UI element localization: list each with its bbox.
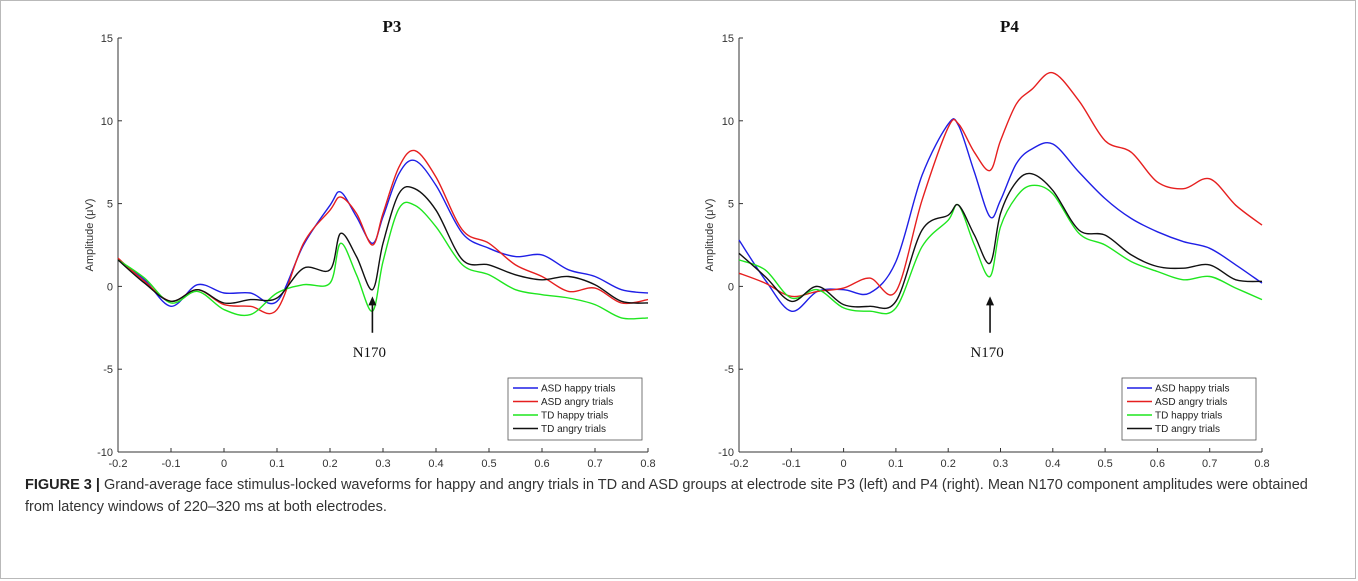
panel-p4: -0.2 -0.1 0 0.1 0.2 0.3 0.4 0.5 0.6 0.7 0.8 -10 -5 0 5… (704, 17, 1270, 470)
panel-p3-y-tick-label: 5 (107, 199, 113, 211)
panel-p4-x-tick-label: 0.5 (1097, 458, 1112, 470)
panel-p3-x-tick-label: 0.8 (640, 458, 655, 470)
panel-p4-legend-label: TD happy trials (1155, 411, 1222, 422)
figure-caption: FIGURE 3 | Grand-average face stimulus-l… (25, 474, 1335, 518)
panel-p3-legend: ASD happy trials ASD angry trials TD happy… (507, 377, 643, 441)
panel-p4-series-asd-happy-trials (738, 118, 1263, 312)
panel-p3-legend-label: TD happy trials (541, 411, 608, 422)
panel-p3-x-tick-label: -0.1 (162, 458, 181, 470)
panel-p3-x-tick-label: 0.1 (269, 458, 284, 470)
panel-p3-annotation-arrowhead (368, 296, 377, 306)
panel-p4-legend-label: ASD happy trials (1155, 384, 1229, 395)
panel-p3-x-tick-label: 0 (221, 458, 227, 470)
panel-p3-annotation-label: N170 (353, 345, 386, 361)
panel-p4-y-tick-label: 5 (728, 199, 734, 211)
panel-p3-y-axis-label: Amplitude (μV) (84, 199, 96, 272)
panel-p3-x-tick-label: 0.7 (587, 458, 602, 470)
panel-p3-series-td-angry-trials (117, 185, 649, 305)
panel-p4-series-td-happy-trials (738, 184, 1263, 315)
panel-p4-series-asd-angry-trials (738, 72, 1263, 298)
panel-p3-legend-label: ASD happy trials (541, 384, 615, 395)
panel-p4-x-tick-label: 0.1 (888, 458, 903, 470)
panel-p3-x-tick-label: 0.2 (322, 458, 337, 470)
panel-p3-y-tick-label: 10 (101, 116, 113, 128)
panel-p4-y-tick-label: 0 (728, 281, 734, 293)
panel-p4-legend-label: TD angry trials (1155, 424, 1220, 435)
panel-p4-annotation-arrowhead (986, 296, 995, 306)
panel-p4-y-tick-label: 10 (722, 116, 734, 128)
panel-p4-legend-label: ASD angry trials (1155, 397, 1227, 408)
panel-p4-x-tick-label: -0.2 (730, 458, 749, 470)
panel-p3-legend-box (507, 377, 643, 441)
panel-p3-title: P3 (383, 17, 402, 36)
panel-p3: -0.2 -0.1 0 0.1 0.2 0.3 0.4 0.5 0.6 0.7 0.8 -10 -5 0 5… (84, 17, 656, 470)
panel-p4-annotation-label: N170 (970, 345, 1003, 361)
panel-p4-x-tick-label: 0.3 (993, 458, 1008, 470)
panel-p4-series-td-angry-trials (738, 172, 1263, 310)
panel-p4-y-tick-label: -10 (718, 447, 734, 459)
panel-p4-x-tick-label: 0 (841, 458, 847, 470)
panel-p3-x-tick-label: 0.6 (534, 458, 549, 470)
panel-p4-x-tick-label: 0.6 (1150, 458, 1165, 470)
panel-p3-series-asd-happy-trials (117, 159, 649, 307)
panel-p4-y-tick-label: -5 (724, 364, 734, 376)
panel-p4-x-tick-label: 0.7 (1202, 458, 1217, 470)
panel-p3-y-tick-label: 15 (101, 33, 113, 45)
panel-p3-legend-label: TD angry trials (541, 424, 606, 435)
panel-p3-y-tick-label: -5 (103, 364, 113, 376)
panel-p3-x-tick-label: -0.2 (109, 458, 128, 470)
panel-p4-x-tick-label: 0.2 (941, 458, 956, 470)
panel-p4-y-axis-label: Amplitude (μV) (704, 199, 716, 272)
caption-label: FIGURE 3 | (25, 477, 100, 493)
panel-p3-x-tick-label: 0.5 (481, 458, 496, 470)
panel-p3-y-tick-label: -10 (97, 447, 113, 459)
panel-p4-x-tick-label: 0.8 (1254, 458, 1269, 470)
panel-p4-y-tick-label: 15 (722, 33, 734, 45)
panel-p4-legend: ASD happy trials ASD angry trials TD happy… (1121, 377, 1257, 441)
panel-p4-x-tick-label: 0.4 (1045, 458, 1060, 470)
panel-p4-title: P4 (1000, 17, 1019, 36)
panel-p3-x-tick-label: 0.4 (428, 458, 443, 470)
panel-p3-x-tick-label: 0.3 (375, 458, 390, 470)
panel-p4-x-tick-label: -0.1 (782, 458, 801, 470)
panel-p3-legend-label: ASD angry trials (541, 397, 613, 408)
panel-p3-y-tick-label: 0 (107, 281, 113, 293)
caption-text: Grand-average face stimulus-locked wavef… (25, 477, 1308, 515)
panel-p3-series-asd-angry-trials (117, 149, 649, 315)
panel-p3-series-td-happy-trials (117, 201, 649, 320)
figure-panels: -0.2 -0.1 0 0.1 0.2 0.3 0.4 0.5 0.6 0.7 0.8 -10 -5 0 5… (84, 17, 1270, 470)
